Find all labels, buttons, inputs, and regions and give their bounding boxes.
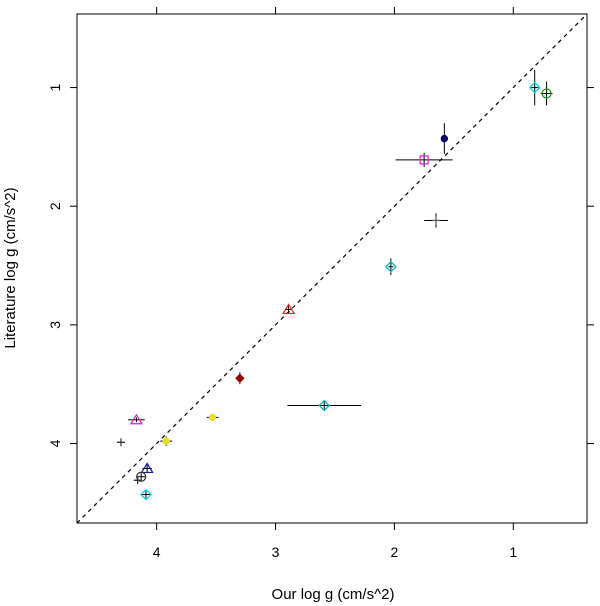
data-point (208, 413, 217, 422)
data-point (318, 399, 331, 412)
x-tick-label: 1 (509, 544, 517, 560)
circle-marker (162, 437, 170, 445)
circle-marker (208, 413, 217, 422)
plot-frame (76, 13, 588, 524)
y-tick-label: 4 (47, 439, 63, 447)
diamond-marker (528, 81, 541, 94)
y-axis-label: Literature log g (cm/s^2) (2, 187, 19, 348)
x-tick-label: 4 (153, 544, 161, 560)
reference-line-group (76, 13, 588, 524)
circle-marker (440, 134, 449, 143)
x-tick-label: 3 (272, 544, 280, 560)
circle-marker (541, 88, 552, 99)
triangle-marker (282, 303, 296, 315)
y-axis-ticks: 1 2 3 4 (47, 83, 594, 447)
data-point (162, 437, 170, 445)
data-point (133, 476, 142, 485)
x-axis-ticks: 4 3 2 1 (153, 7, 517, 560)
data-point (541, 88, 552, 99)
data-point (235, 373, 245, 383)
triangle-marker (140, 462, 154, 474)
data-point (528, 81, 541, 94)
y-tick-label: 3 (47, 321, 63, 329)
diamond-marker (140, 488, 152, 501)
data-point (140, 488, 152, 501)
diamond-marker (384, 260, 397, 273)
y-tick-label: 2 (47, 202, 63, 210)
triangle-marker (129, 413, 144, 425)
data-point (432, 216, 441, 225)
data-point (384, 260, 397, 273)
data-point (440, 134, 449, 143)
error-bars (117, 69, 553, 499)
data-point (282, 303, 296, 315)
diamond-marker (318, 399, 331, 412)
data-points (116, 81, 552, 501)
reference-line (76, 13, 588, 524)
x-axis-label: Our log g (cm/s^2) (272, 586, 395, 603)
data-point (140, 462, 154, 474)
circle-marker (136, 471, 147, 482)
data-point (129, 413, 144, 425)
x-tick-label: 2 (391, 544, 399, 560)
y-tick-label: 1 (47, 83, 63, 91)
data-point (116, 438, 125, 447)
diamond-marker (235, 373, 245, 383)
square-marker (419, 155, 429, 165)
data-point (136, 471, 147, 482)
data-point (419, 155, 429, 165)
